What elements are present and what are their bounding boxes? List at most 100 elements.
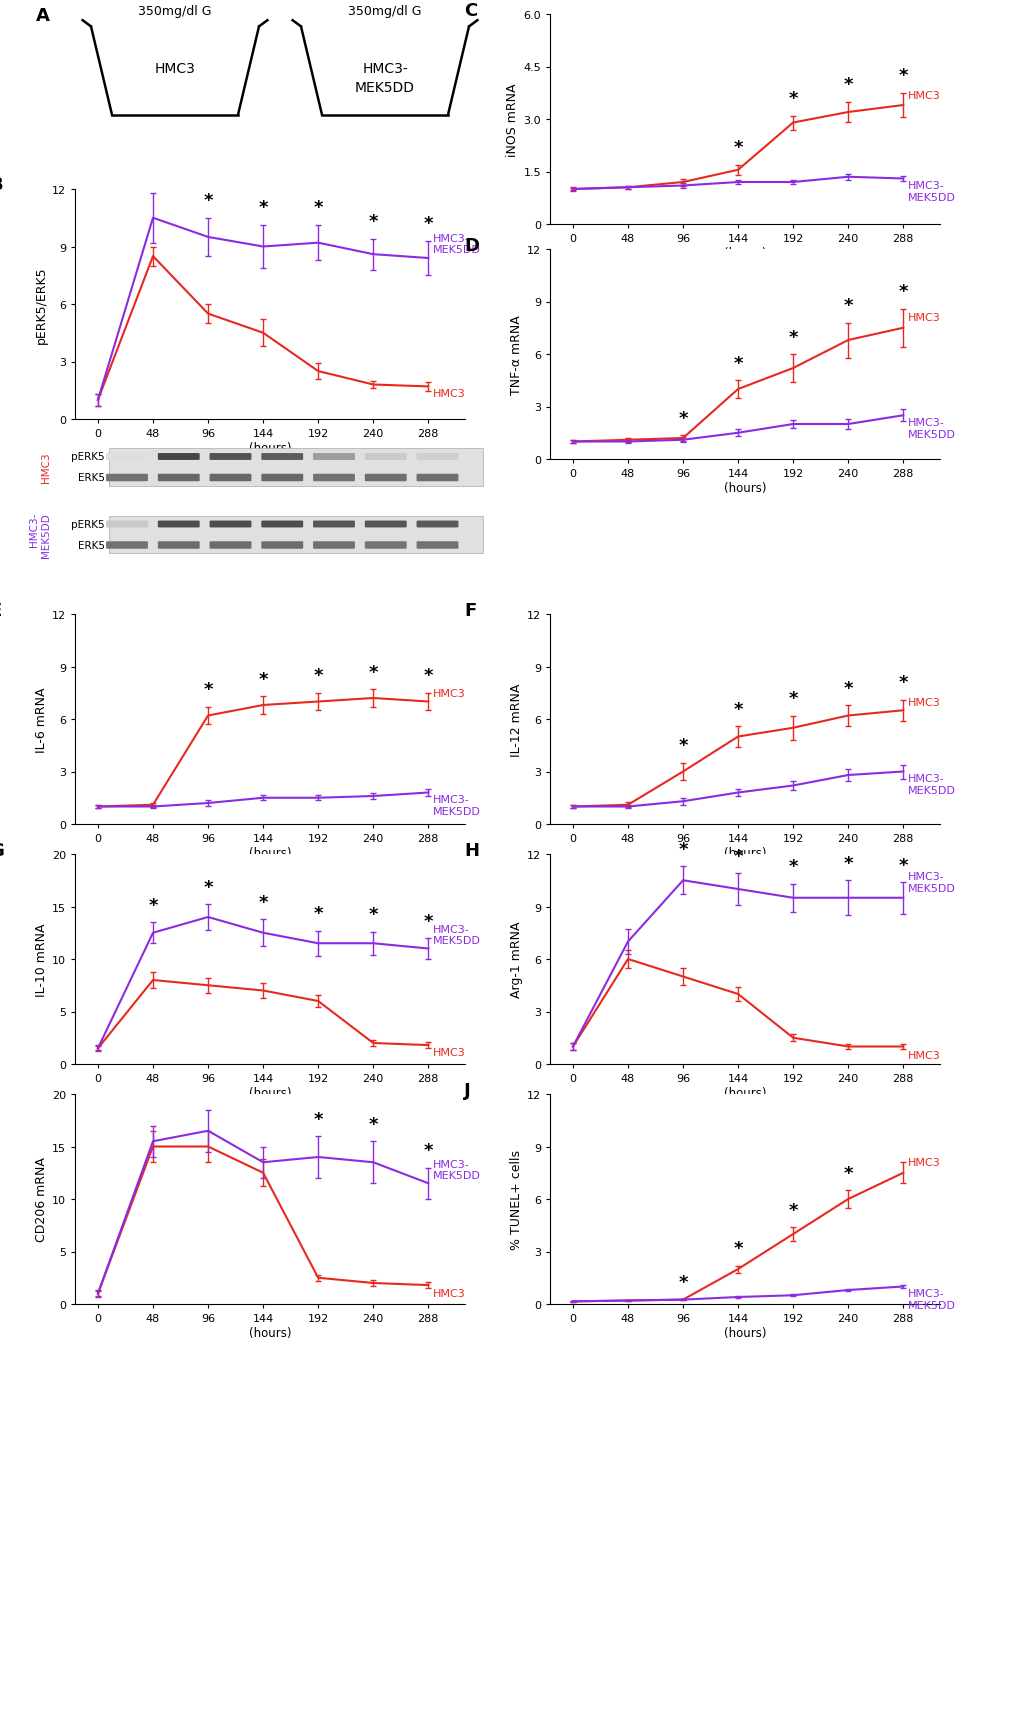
Text: *: *	[258, 199, 268, 218]
X-axis label: (hours): (hours)	[723, 1327, 765, 1339]
Text: HMC3-
MEK5DD: HMC3- MEK5DD	[432, 924, 480, 946]
FancyBboxPatch shape	[158, 475, 200, 482]
Text: *: *	[678, 1274, 687, 1291]
FancyBboxPatch shape	[313, 475, 355, 482]
Text: *: *	[788, 91, 797, 108]
Text: HMC3-
MEK5DD: HMC3- MEK5DD	[432, 233, 480, 255]
FancyBboxPatch shape	[106, 542, 148, 550]
Text: E: E	[0, 602, 1, 620]
Text: HMC3-
MEK5DD: HMC3- MEK5DD	[907, 871, 955, 893]
Text: *: *	[788, 689, 797, 708]
Text: HMC3: HMC3	[432, 689, 466, 699]
X-axis label: (hours): (hours)	[249, 1327, 291, 1339]
X-axis label: (hours): (hours)	[723, 482, 765, 495]
Text: HMC3: HMC3	[432, 1047, 466, 1058]
Text: *: *	[423, 912, 433, 931]
Y-axis label: % TUNEL+ cells: % TUNEL+ cells	[510, 1150, 522, 1250]
Y-axis label: CD206 mRNA: CD206 mRNA	[35, 1157, 48, 1241]
Text: J: J	[464, 1082, 471, 1100]
FancyBboxPatch shape	[261, 475, 303, 482]
Text: *: *	[733, 701, 742, 718]
Text: 350mg/dl G: 350mg/dl G	[347, 5, 421, 19]
Text: HMC3: HMC3	[907, 1159, 940, 1167]
Text: HMC3: HMC3	[432, 1289, 466, 1299]
Bar	[109, 449, 482, 487]
FancyBboxPatch shape	[158, 542, 200, 550]
Text: *: *	[733, 847, 742, 866]
FancyBboxPatch shape	[261, 521, 303, 528]
Text: *: *	[788, 1202, 797, 1219]
Text: pERK5: pERK5	[70, 519, 104, 530]
Y-axis label: IL-10 mRNA: IL-10 mRNA	[35, 922, 48, 996]
Text: *: *	[368, 213, 378, 230]
Text: 350mg/dl G: 350mg/dl G	[139, 5, 212, 19]
X-axis label: (hours): (hours)	[249, 847, 291, 859]
FancyBboxPatch shape	[416, 542, 458, 550]
Text: HMC3-
MEK5DD: HMC3- MEK5DD	[907, 773, 955, 795]
FancyBboxPatch shape	[365, 542, 407, 550]
FancyBboxPatch shape	[313, 454, 355, 461]
Text: HMC3: HMC3	[907, 314, 940, 324]
Text: *: *	[368, 905, 378, 924]
FancyBboxPatch shape	[209, 454, 251, 461]
Text: HMC3-
MEK5DD: HMC3- MEK5DD	[907, 1289, 955, 1309]
Text: *: *	[313, 667, 323, 686]
X-axis label: (hours): (hours)	[723, 247, 765, 259]
X-axis label: (hours): (hours)	[249, 442, 291, 454]
Text: *: *	[898, 67, 907, 86]
Text: *: *	[368, 663, 378, 682]
Text: *: *	[843, 297, 852, 315]
X-axis label: (hours): (hours)	[723, 1087, 765, 1099]
Text: *: *	[843, 1164, 852, 1183]
Text: F: F	[464, 602, 476, 620]
Text: MEK5DD: MEK5DD	[355, 81, 415, 94]
FancyBboxPatch shape	[365, 521, 407, 528]
FancyBboxPatch shape	[313, 542, 355, 550]
Text: *: *	[203, 879, 213, 896]
FancyBboxPatch shape	[313, 521, 355, 528]
Text: HMC3-
MEK5DD: HMC3- MEK5DD	[907, 182, 955, 202]
Text: *: *	[203, 680, 213, 699]
FancyBboxPatch shape	[416, 521, 458, 528]
Text: HMC3: HMC3	[155, 62, 196, 75]
Y-axis label: IL-6 mRNA: IL-6 mRNA	[35, 687, 48, 752]
Text: H: H	[464, 842, 479, 860]
Text: *: *	[148, 896, 158, 914]
Text: HMC3: HMC3	[432, 389, 466, 399]
FancyBboxPatch shape	[106, 475, 148, 482]
Text: *: *	[678, 410, 687, 428]
FancyBboxPatch shape	[158, 454, 200, 461]
Text: *: *	[258, 670, 268, 689]
Text: HMC3: HMC3	[907, 91, 940, 101]
Text: *: *	[843, 854, 852, 872]
Text: *: *	[733, 139, 742, 158]
FancyBboxPatch shape	[158, 521, 200, 528]
Text: *: *	[313, 905, 323, 922]
Text: *: *	[733, 1239, 742, 1258]
Text: ERK5: ERK5	[77, 473, 104, 483]
Text: *: *	[313, 199, 323, 218]
Text: *: *	[898, 283, 907, 302]
Text: ERK5: ERK5	[77, 540, 104, 550]
X-axis label: (hours): (hours)	[723, 847, 765, 859]
FancyBboxPatch shape	[106, 521, 148, 528]
Text: HMC3-
MEK5DD: HMC3- MEK5DD	[29, 512, 51, 557]
FancyBboxPatch shape	[106, 454, 148, 461]
FancyBboxPatch shape	[209, 521, 251, 528]
FancyBboxPatch shape	[261, 454, 303, 461]
X-axis label: (hours): (hours)	[249, 1087, 291, 1099]
Text: *: *	[898, 855, 907, 874]
Bar	[109, 516, 482, 554]
Text: D: D	[464, 237, 479, 255]
Y-axis label: Arg-1 mRNA: Arg-1 mRNA	[510, 920, 522, 998]
FancyBboxPatch shape	[209, 542, 251, 550]
Y-axis label: pERK5/ERK5: pERK5/ERK5	[35, 266, 48, 343]
Text: *: *	[368, 1116, 378, 1133]
Text: *: *	[203, 192, 213, 209]
FancyBboxPatch shape	[416, 454, 458, 461]
Text: *: *	[423, 214, 433, 233]
Text: *: *	[258, 893, 268, 912]
FancyBboxPatch shape	[365, 454, 407, 461]
Text: B: B	[0, 177, 3, 194]
Text: *: *	[788, 857, 797, 876]
